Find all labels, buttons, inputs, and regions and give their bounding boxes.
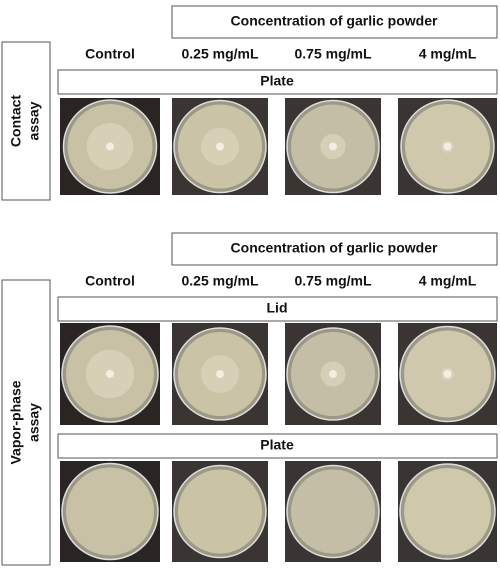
- row-label: Plate: [260, 437, 294, 453]
- dish-agar: [66, 467, 154, 556]
- side-label-line: Vapor-phase: [8, 380, 24, 464]
- side-label-line: Contact: [8, 95, 24, 147]
- header-label: Concentration of garlic powder: [231, 13, 438, 29]
- column-label: Control: [85, 46, 135, 62]
- row-label-box: [57, 433, 498, 459]
- column-label: 0.75 mg/mL: [294, 273, 371, 289]
- dish-center: [216, 370, 224, 378]
- dish-agar: [404, 468, 491, 555]
- side-label-box: [1, 41, 51, 201]
- column-label: Control: [85, 273, 135, 289]
- dish-center: [216, 142, 224, 151]
- header-box: [171, 232, 498, 266]
- dish-center: [106, 142, 114, 151]
- row-label-box: [57, 69, 498, 95]
- column-label: 0.25 mg/mL: [181, 46, 258, 62]
- dish-agar: [178, 469, 262, 554]
- dish-agar: [291, 469, 375, 554]
- column-label: 4 mg/mL: [419, 46, 477, 62]
- side-label-line: assay: [26, 101, 42, 140]
- dish-center: [443, 142, 452, 151]
- row-label: Lid: [267, 300, 288, 316]
- side-label-box: [1, 279, 51, 566]
- dish-center: [106, 370, 114, 378]
- side-label: Vapor-phase assay: [8, 380, 42, 464]
- dish-center: [443, 370, 452, 378]
- header-box: [171, 5, 498, 39]
- side-label: Contact assay: [8, 95, 42, 147]
- column-label: 0.75 mg/mL: [294, 46, 371, 62]
- row-label: Plate: [260, 73, 294, 89]
- header-label: Concentration of garlic powder: [231, 240, 438, 256]
- row-label-box: [57, 296, 498, 322]
- column-label: 4 mg/mL: [419, 273, 477, 289]
- dish-center: [329, 370, 337, 378]
- dish-center: [329, 142, 337, 151]
- column-label: 0.25 mg/mL: [181, 273, 258, 289]
- side-label-line: assay: [26, 403, 42, 442]
